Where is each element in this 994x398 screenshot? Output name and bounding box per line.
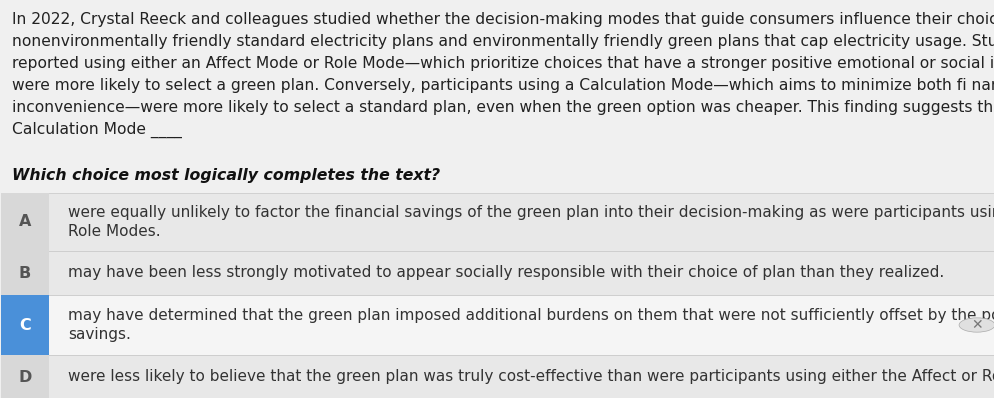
Text: inconvenience—were more likely to select a standard plan, even when the green op: inconvenience—were more likely to select… (12, 100, 994, 115)
Text: were equally unlikely to factor the financial savings of the green plan into the: were equally unlikely to factor the fina… (68, 205, 994, 240)
Text: A: A (19, 215, 31, 230)
Text: were more likely to select a green plan. Conversely, participants using a Calcul: were more likely to select a green plan.… (12, 78, 994, 93)
Text: reported using either an Affect Mode or Role Mode—which prioritize choices that : reported using either an Affect Mode or … (12, 56, 994, 71)
Text: may have been less strongly motivated to appear socially responsible with their : may have been less strongly motivated to… (68, 265, 943, 281)
Text: may have determined that the green plan imposed additional burdens on them that : may have determined that the green plan … (68, 308, 994, 342)
Text: In 2022, Crystal Reeck and colleagues studied whether the decision-making modes : In 2022, Crystal Reeck and colleagues st… (12, 12, 994, 27)
Text: nonenvironmentally friendly standard electricity plans and environmentally frien: nonenvironmentally friendly standard ele… (12, 34, 994, 49)
Text: Calculation Mode ____: Calculation Mode ____ (12, 122, 182, 138)
Text: B: B (19, 265, 31, 281)
Text: D: D (18, 369, 32, 384)
Text: were less likely to believe that the green plan was truly cost-effective than we: were less likely to believe that the gre… (68, 369, 994, 384)
Text: Which choice most logically completes the text?: Which choice most logically completes th… (12, 168, 439, 183)
Text: C: C (19, 318, 31, 332)
Text: ✕: ✕ (970, 318, 982, 332)
